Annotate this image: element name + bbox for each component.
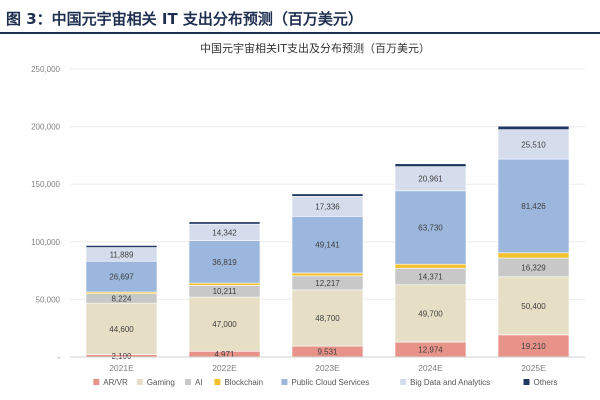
bar-segment [394,190,467,265]
x-tick-label: 2022E [212,363,237,373]
figure-title: 图 3：中国元宇宙相关 IT 支出分布预测（百万美元） [6,10,363,28]
data-label: 49,141 [315,241,340,250]
bar-segment [394,163,467,167]
legend: AR/VR Gaming AI Blockchain Public Cloud Serv… [93,378,558,387]
data-label: 9,531 [317,348,338,357]
legend-label: Big Data and Analytics [410,378,490,387]
x-tick-label: 2023E [315,363,340,373]
legend-label: Gaming [147,378,175,387]
y-tick-label: 150,000 [31,180,60,189]
bar-segment [291,216,364,274]
chart-title: 中国元宇宙相关IT支出及分布预测（百万美元） [200,41,430,55]
bar-segment [188,240,261,284]
bar-segment [497,125,570,130]
bar-segment [394,263,467,269]
x-tick-label: 2025E [521,363,546,373]
data-label: 20,961 [418,175,443,184]
data-label: 14,371 [418,273,443,282]
bar-segment [85,302,158,355]
legend-label: AI [195,378,203,387]
bar-segment [394,166,467,192]
data-label: 44,600 [109,325,134,334]
bar-segment [497,252,570,259]
data-label: 48,700 [315,314,340,323]
bar-segment [291,272,364,277]
data-label: 11,889 [110,250,134,259]
data-label: 50,400 [521,302,546,311]
data-label: 4,971 [214,350,235,359]
bar-segment [188,221,261,225]
data-label: 19,210 [521,342,546,351]
legend-swatch [523,379,530,385]
data-label: 14,342 [212,228,237,237]
data-label: 8,224 [111,294,132,303]
data-label: 47,000 [212,320,237,329]
legend-swatch [281,379,288,385]
legend-label: Public Cloud Services [291,378,369,387]
legend-swatch [93,379,100,385]
data-label: 12,217 [315,279,340,288]
data-label: 26,697 [109,273,134,282]
bars [85,125,570,358]
bar-segment [497,158,570,254]
figure-header: 图 3：中国元宇宙相关 IT 支出分布预测（百万美元） [0,0,600,34]
x-tick-label: 2021E [109,363,134,373]
bar-segment [497,276,570,336]
legend-swatch [185,379,191,385]
y-axis: - 50,000 100,000 150,000 200,000 250,000 [31,65,60,362]
y-tick-label: 200,000 [31,123,60,132]
data-label: 49,700 [418,309,443,318]
data-label: 12,974 [418,346,443,355]
x-axis: 2021E 2022E 2023E 2024E 2025E [70,356,585,373]
y-tick-label: 250,000 [31,65,60,74]
bar-segment [85,260,158,293]
data-label: 2,100 [111,352,132,361]
data-labels: 2,100 44,600 8,224 26,697 11,889 4,971 47,000 1… [109,140,546,360]
bar-segment [85,245,158,248]
header-rule [0,32,600,34]
bar-segment [497,129,570,160]
y-tick-label: 100,000 [31,238,60,247]
data-label: 25,510 [521,140,546,149]
legend-label: Others [534,378,558,387]
data-label: 17,336 [315,202,340,211]
x-tick-label: 2024E [418,363,443,373]
bar-segment [188,282,261,286]
data-label: 16,329 [521,263,546,272]
data-label: 10,211 [213,287,237,296]
legend-swatch [400,379,407,385]
data-label: 81,426 [521,202,546,211]
stacked-bar-chart: 中国元宇宙相关IT支出及分布预测（百万美元） - 50,000 100,000 150… [31,41,585,387]
legend-label: Blockchain [224,378,263,387]
legend-swatch [136,379,143,385]
y-tick-label: - [57,353,60,362]
bar-segment [188,296,261,352]
data-label: 63,730 [418,224,443,233]
y-tick-label: 50,000 [36,295,61,304]
bar-segment [291,193,364,197]
legend-swatch [214,379,221,385]
bar-segment [291,289,364,347]
data-label: 36,819 [212,258,237,267]
legend-label: AR/VR [103,378,128,387]
bar-segment [394,284,467,343]
